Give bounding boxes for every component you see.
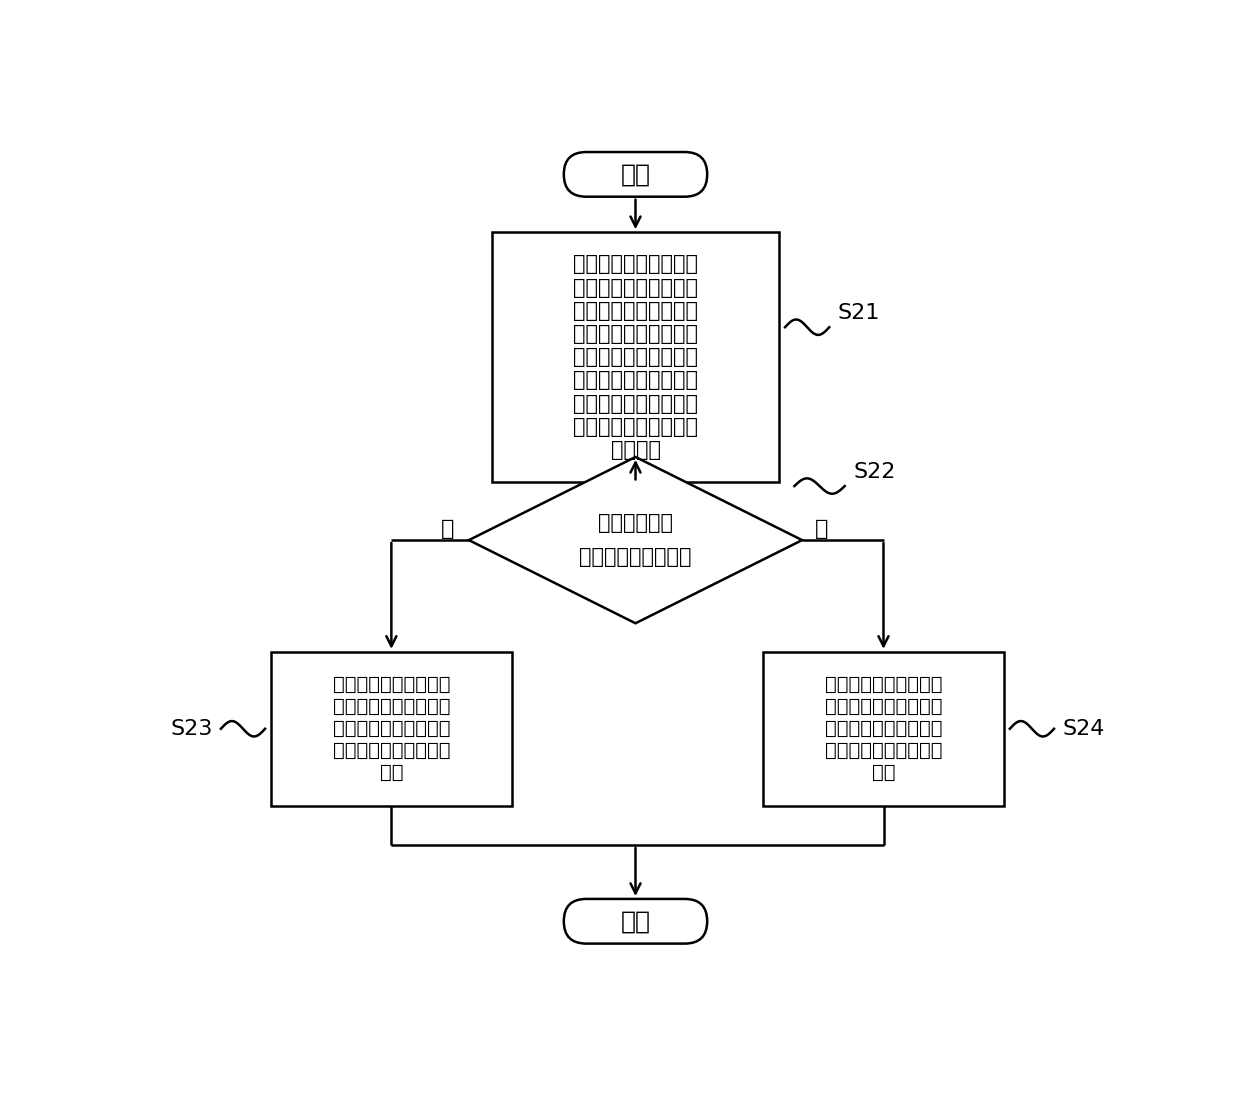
Text: 是: 是 [440,520,454,540]
Text: 生成用于减小各储能系
统对应的变压器的实时
负载率的放电指令，将
放电指令发送至各储能
系统: 生成用于减小各储能系 统对应的变压器的实时 负载率的放电指令，将 放电指令发送至… [825,676,942,782]
Text: S24: S24 [1063,719,1105,739]
Bar [272,652,511,806]
Text: S21: S21 [837,304,880,324]
Text: 实时总负载率: 实时总负载率 [598,513,673,533]
Text: 结束: 结束 [620,909,651,934]
Text: 是否小于最大负载率: 是否小于最大负载率 [579,548,692,567]
Bar [764,652,1003,806]
Text: S22: S22 [853,462,895,482]
Text: 获得各变压器的实时负
载率，将各实时负载率
相加以获得用户侧的实
时总负载率，获得用户
侧的用电负荷曲线和购
电功率曲线，根据用电
负荷曲线和购电功率曲
线计算: 获得各变压器的实时负 载率，将各实时负载率 相加以获得用户侧的实 时总负载率，获… [573,255,698,460]
FancyBboxPatch shape [564,152,707,197]
Text: S23: S23 [170,719,212,739]
FancyBboxPatch shape [564,899,707,944]
Polygon shape [469,457,802,623]
Text: 生成用于增大各储能系
统对应的变压器的实时
负载率的充电指令，将
充电指令发送至各储能
系统: 生成用于增大各储能系 统对应的变压器的实时 负载率的充电指令，将 充电指令发送至… [332,676,450,782]
Bar [492,233,779,482]
Text: 否: 否 [815,520,828,540]
Text: 开始: 开始 [620,162,651,186]
